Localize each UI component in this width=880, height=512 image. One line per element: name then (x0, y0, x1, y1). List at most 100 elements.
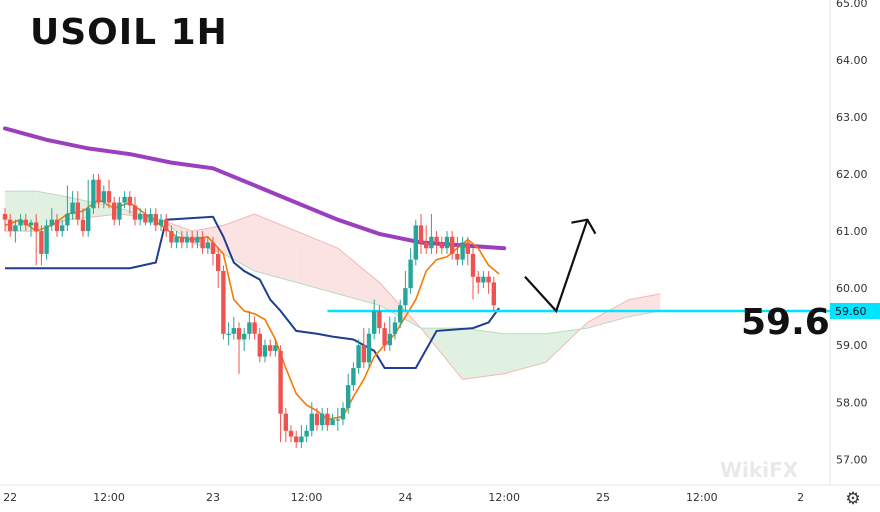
candle-body (356, 345, 361, 369)
candle-body (18, 219, 23, 226)
candle-body (434, 236, 439, 243)
candle-body (86, 208, 91, 232)
candle-body (408, 259, 413, 289)
candle-body (49, 219, 54, 226)
candle-body (210, 242, 216, 254)
candle-body (138, 213, 143, 220)
candle-body (377, 310, 382, 329)
candle-body (366, 333, 372, 363)
candle-body (28, 222, 34, 226)
ichimoku-cloud-segment (296, 231, 338, 294)
candle-body (387, 333, 392, 346)
candle-body (221, 271, 226, 334)
price-tick-label: 59.00 (836, 339, 868, 352)
time-tick-label: 25 (596, 491, 610, 504)
projection-arrowhead (571, 218, 597, 235)
price-tick-label: 62.00 (836, 168, 868, 181)
time-tick-label: 24 (398, 491, 412, 504)
price-tick-label: 60.00 (836, 282, 868, 295)
kijun-line (5, 215, 500, 369)
candle-body (231, 328, 236, 334)
ichimoku-cloud-segment (5, 191, 37, 232)
candle-body (23, 219, 28, 226)
ichimoku-cloud-segment (462, 328, 505, 380)
price-tick-label: 64.00 (836, 54, 868, 67)
candle-body (60, 225, 65, 232)
candle-body (252, 322, 257, 334)
candle-body (309, 413, 314, 431)
candle-body (195, 236, 200, 243)
candle-body (330, 419, 335, 426)
candle-body (205, 242, 210, 249)
candle-body (398, 305, 403, 323)
candle-body (314, 413, 320, 426)
candle-body (424, 242, 429, 249)
candle-body (268, 345, 273, 351)
candle-body (70, 202, 75, 214)
candle-body (200, 236, 205, 249)
candle-body (106, 191, 112, 203)
candle-body (346, 385, 351, 408)
candle-body (91, 179, 96, 209)
chart-title: USOIL 1H (30, 12, 228, 53)
ichimoku-cloud-segment (337, 248, 380, 306)
candle-body (112, 202, 117, 220)
time-tick-label: 12:00 (291, 491, 323, 504)
candle-body (372, 310, 377, 334)
candle-body (127, 196, 132, 206)
candle-body (283, 413, 288, 431)
candle-body (2, 213, 8, 220)
candle-body (486, 276, 491, 283)
candle-body (153, 213, 158, 226)
candle-body (226, 333, 231, 335)
candle-body (278, 350, 283, 414)
watermark: WikiFX (720, 458, 799, 482)
candle-body (65, 213, 70, 226)
price-tag-background (830, 302, 880, 319)
candle-body (143, 213, 148, 223)
candle-body (335, 419, 340, 421)
candle-body (13, 225, 18, 232)
time-tick-label: 2 (797, 491, 804, 504)
candle-body (450, 236, 455, 254)
candle-body (351, 368, 356, 386)
time-tick-label: 22 (3, 491, 17, 504)
candle-body (184, 236, 190, 243)
candle-body (262, 345, 268, 357)
candle-body (96, 179, 101, 203)
candle-body (403, 288, 408, 306)
candle-body (190, 236, 195, 243)
candle-body (392, 322, 398, 334)
candle-body (39, 231, 44, 254)
candle-body (273, 345, 278, 351)
candle-body (179, 236, 184, 243)
candle-body (148, 213, 153, 223)
candle-body (460, 242, 465, 260)
ichimoku-cloud-segment (587, 299, 629, 329)
candle-body (361, 345, 366, 363)
candle-body (304, 430, 309, 437)
candle-body (465, 242, 470, 254)
candle-body (236, 328, 242, 340)
candle-body (429, 236, 434, 249)
candle-body (418, 225, 424, 243)
candle-body (476, 276, 481, 283)
price-tick-label: 57.00 (836, 453, 868, 466)
candle-body (299, 436, 304, 443)
candle-body (288, 430, 294, 437)
price-tag-text: 59.60 (835, 305, 867, 318)
candle-body (247, 322, 252, 334)
candle-body (340, 407, 346, 420)
gear-icon[interactable]: ⚙ (845, 489, 861, 509)
candle-body (439, 242, 444, 249)
candle-body (413, 225, 418, 260)
ichimoku-cloud-segment (504, 333, 546, 374)
time-tick-label: 12:00 (93, 491, 125, 504)
candle-body (158, 219, 164, 226)
candle-body (101, 191, 106, 203)
time-tick-label: 12:00 (488, 491, 520, 504)
price-tick-label: 63.00 (836, 111, 868, 124)
candle-body (169, 231, 174, 243)
candle-body (320, 413, 325, 426)
